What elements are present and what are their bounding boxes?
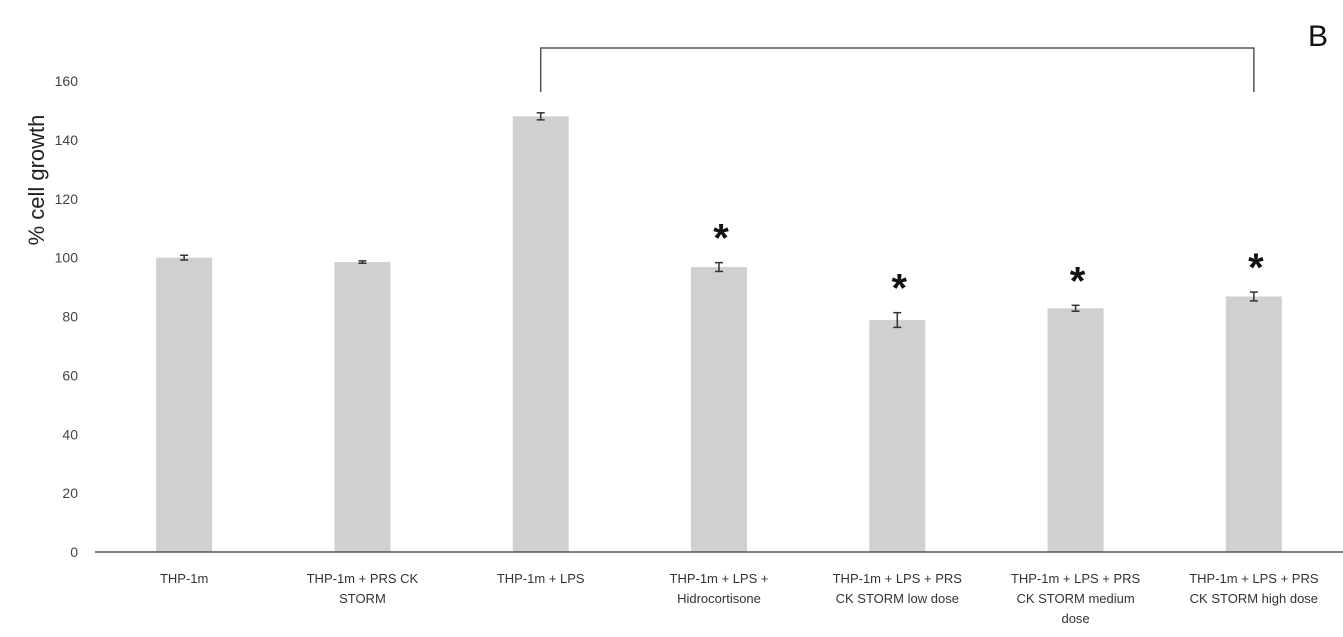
x-category-label-line: CK STORM high dose (1190, 591, 1318, 606)
y-tick-label: 20 (62, 485, 78, 501)
x-category-label: THP-1m (160, 571, 208, 586)
x-category-label: THP-1m + LPS + Hidrocortisone (670, 571, 769, 606)
x-axis: THP-1m THP-1m + PRS CK STORM THP-1m + LPS TH… (95, 551, 1343, 626)
x-category-label-line: THP-1m + LPS + PRS (833, 571, 963, 586)
x-category-label-line: STORM (339, 591, 386, 606)
error-bar (715, 261, 723, 273)
x-category-label-line: dose (1061, 611, 1089, 626)
y-tick-label: 60 (62, 367, 78, 383)
x-category-label-line: THP-1m + LPS + (670, 571, 769, 586)
x-category-label-line: THP-1m + LPS + PRS (1189, 571, 1319, 586)
y-axis-label: % cell growth (24, 115, 49, 246)
y-tick-label: 40 (62, 426, 78, 442)
x-category-label-line: CK STORM medium (1016, 591, 1134, 606)
y-tick-label: 140 (55, 132, 79, 148)
x-category-label-line: Hidrocortisone (677, 591, 761, 606)
bar (1047, 308, 1104, 552)
x-category-label: THP-1m + LPS (497, 571, 585, 586)
bar (334, 262, 391, 552)
bar (512, 116, 569, 552)
x-category-label: THP-1m + LPS + PRS CK STORM high dose (1189, 571, 1319, 606)
error-bar (358, 260, 367, 264)
bar (869, 320, 926, 552)
y-axis: 0 20 40 60 80 100 120 140 160 (55, 73, 79, 560)
x-category-label-line: THP-1m + PRS CK (307, 571, 419, 586)
x-category-label: THP-1m + PRS CK STORM (307, 571, 419, 606)
error-bar (893, 311, 902, 329)
x-category-label-line: THP-1m + LPS + PRS (1011, 571, 1141, 586)
x-category-label-line: THP-1m (160, 571, 208, 586)
panel-letter: B (1308, 20, 1328, 53)
x-category-label: THP-1m + LPS + PRS CK STORM low dose (833, 571, 963, 606)
error-bar (180, 254, 189, 261)
y-tick-label: 120 (55, 191, 79, 207)
error-bar (1071, 304, 1080, 312)
significance-asterisk: * (891, 267, 907, 311)
y-tick-label: 0 (70, 544, 78, 560)
significance-asterisk: * (1070, 259, 1086, 303)
bars: * * * * (156, 112, 1282, 552)
x-category-label: THP-1m + LPS + PRS CK STORM medium dose (1011, 571, 1141, 626)
error-bar (1249, 291, 1258, 302)
x-category-label-line: CK STORM low dose (836, 591, 959, 606)
significance-asterisk: * (1248, 246, 1264, 290)
comparison-bracket (539, 47, 1255, 92)
bar (691, 267, 747, 552)
significance-asterisk: * (713, 217, 729, 261)
x-category-label-line: THP-1m + LPS (497, 571, 585, 586)
bracket-line (539, 47, 1255, 92)
bar (1225, 296, 1282, 552)
bar (156, 257, 213, 552)
error-bar (536, 112, 545, 121)
y-tick-label: 80 (62, 309, 78, 325)
y-tick-label: 100 (55, 250, 79, 266)
y-tick-label: 160 (55, 73, 79, 89)
